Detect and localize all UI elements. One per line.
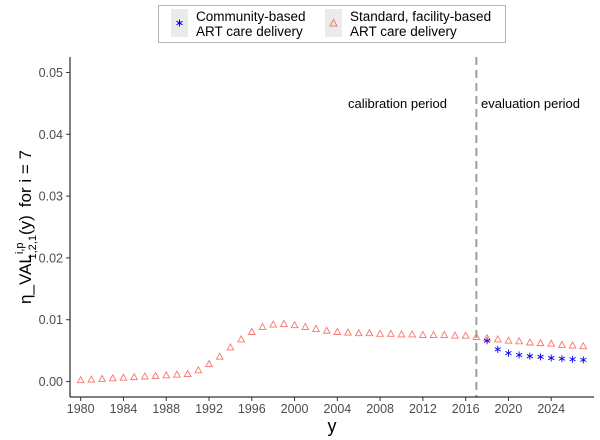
standard-data-point bbox=[184, 371, 191, 377]
x-tick-label: 1980 bbox=[67, 402, 95, 416]
standard-data-point bbox=[291, 322, 298, 328]
legend-label-community: Community-based ART care delivery bbox=[196, 9, 346, 39]
annotation-evaluation: evaluation period bbox=[481, 96, 580, 111]
standard-data-point bbox=[99, 375, 106, 381]
y-tick-label: 0.00 bbox=[39, 375, 63, 389]
community-data-point bbox=[548, 355, 554, 362]
standard-data-point bbox=[109, 375, 116, 381]
standard-data-point bbox=[77, 377, 84, 383]
standard-data-point bbox=[559, 341, 566, 347]
community-data-point bbox=[538, 353, 544, 360]
y-tick-label: 0.02 bbox=[39, 251, 63, 265]
y-tick-label: 0.03 bbox=[39, 190, 63, 204]
standard-data-point bbox=[216, 353, 223, 359]
standard-data-point bbox=[441, 332, 448, 338]
y-title-for: for i = 7 bbox=[16, 150, 35, 207]
x-axis-title: y bbox=[328, 416, 337, 436]
y-tick-label: 0.01 bbox=[39, 313, 63, 327]
community-data-point bbox=[505, 350, 511, 357]
annotation-calibration: calibration period bbox=[348, 96, 447, 111]
standard-data-point bbox=[152, 372, 159, 378]
standard-data-point bbox=[227, 344, 234, 350]
standard-data-point bbox=[174, 371, 181, 377]
standard-data-point bbox=[430, 332, 437, 338]
community-data-point bbox=[580, 356, 586, 363]
x-tick-label: 1992 bbox=[195, 402, 223, 416]
x-tick-label: 1996 bbox=[238, 402, 266, 416]
community-data-point bbox=[570, 356, 576, 363]
standard-data-point bbox=[302, 324, 309, 330]
standard-data-point bbox=[516, 338, 523, 344]
standard-data-point bbox=[88, 376, 95, 382]
standard-data-point bbox=[548, 340, 555, 346]
standard-data-point bbox=[569, 342, 576, 348]
standard-data-point bbox=[420, 332, 427, 338]
y-title-superscript: i,p bbox=[14, 243, 26, 255]
y-title-eta: η bbox=[16, 294, 35, 303]
y-title-arg: (y) bbox=[16, 215, 35, 235]
standard-data-point bbox=[334, 328, 341, 334]
standard-data-point bbox=[505, 337, 512, 343]
standard-data-point bbox=[537, 340, 544, 346]
y-tick-label: 0.04 bbox=[39, 128, 63, 142]
standard-data-point bbox=[206, 361, 213, 367]
standard-data-point bbox=[195, 367, 202, 373]
standard-data-point bbox=[248, 328, 255, 334]
legend-key-standard bbox=[325, 9, 342, 37]
x-tick-label: 2020 bbox=[495, 402, 523, 416]
y-tick-label: 0.05 bbox=[39, 66, 63, 80]
x-tick-label: 2004 bbox=[323, 402, 351, 416]
x-tick-label: 2012 bbox=[409, 402, 437, 416]
standard-data-point bbox=[281, 320, 288, 326]
x-tick-label: 2016 bbox=[452, 402, 480, 416]
standard-data-point bbox=[259, 324, 266, 330]
legend-label-line: ART care delivery bbox=[196, 24, 346, 39]
standard-data-point bbox=[462, 332, 469, 338]
x-tick-label: 1984 bbox=[110, 402, 138, 416]
legend-item-standard: Standard, facility-based ART care delive… bbox=[325, 9, 500, 39]
y-axis-title: η_VALi,p1,2,1(y)for i = 7 bbox=[14, 150, 39, 304]
standard-data-point bbox=[163, 372, 170, 378]
x-tick-label: 1988 bbox=[152, 402, 180, 416]
y-title-subscript: 1,2,1 bbox=[27, 235, 39, 259]
standard-data-point bbox=[345, 329, 352, 335]
legend-item-community: Community-based ART care delivery bbox=[171, 9, 346, 39]
x-tick-label: 2024 bbox=[537, 402, 565, 416]
standard-data-point bbox=[142, 373, 149, 379]
standard-data-point bbox=[580, 343, 587, 349]
legend-key-community bbox=[171, 9, 188, 37]
legend: Community-based ART care delivery Standa… bbox=[158, 5, 506, 43]
standard-data-point bbox=[120, 374, 127, 380]
legend-label-standard: Standard, facility-based ART care delive… bbox=[350, 9, 500, 39]
standard-data-point bbox=[270, 321, 277, 327]
standard-data-point bbox=[238, 336, 245, 342]
standard-data-point bbox=[398, 331, 405, 337]
standard-data-point bbox=[494, 336, 501, 342]
community-data-point bbox=[527, 353, 533, 360]
community-data-point bbox=[559, 355, 565, 362]
standard-data-point bbox=[388, 330, 395, 336]
standard-data-point bbox=[527, 339, 534, 345]
standard-data-point bbox=[452, 332, 459, 338]
standard-data-point bbox=[313, 325, 320, 331]
community-data-point bbox=[516, 351, 522, 358]
x-tick-label: 2008 bbox=[366, 402, 394, 416]
standard-data-point bbox=[355, 330, 362, 336]
standard-data-point bbox=[409, 331, 416, 337]
standard-data-point bbox=[131, 374, 138, 380]
standard-data-point bbox=[366, 330, 373, 336]
legend-label-line: Standard, facility-based bbox=[350, 9, 500, 24]
legend-label-line: ART care delivery bbox=[350, 24, 500, 39]
asterisk-marker-icon bbox=[171, 16, 188, 30]
standard-data-point bbox=[377, 330, 384, 336]
legend-label-line: Community-based bbox=[196, 9, 346, 24]
triangle-marker-icon bbox=[325, 16, 342, 30]
community-data-point bbox=[495, 346, 501, 353]
standard-data-point bbox=[323, 327, 330, 333]
x-tick-label: 2000 bbox=[281, 402, 309, 416]
